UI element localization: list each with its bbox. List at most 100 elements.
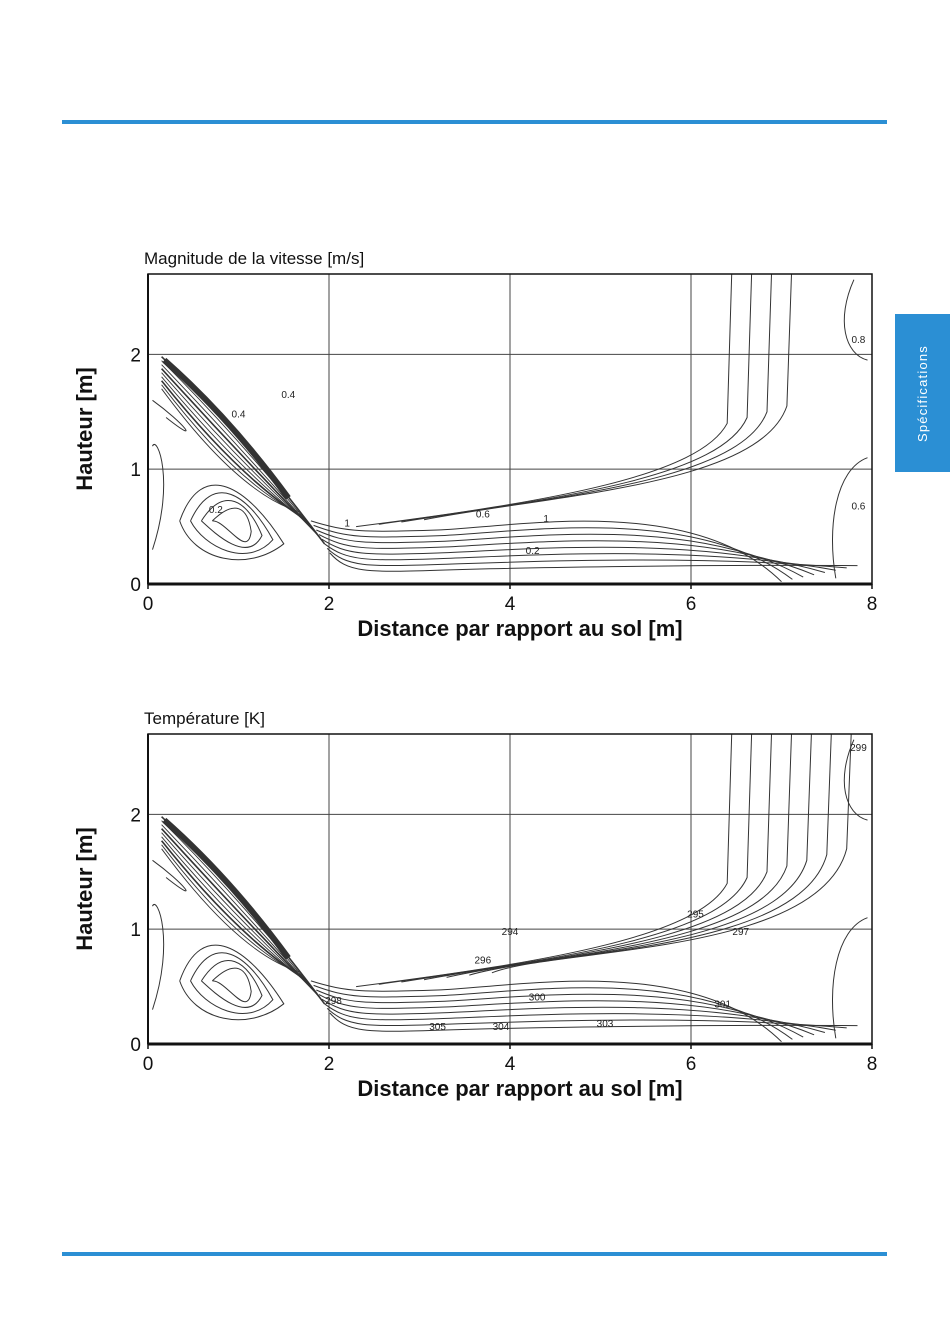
- y-tick-label: 2: [130, 805, 141, 826]
- x-tick-label: 8: [867, 1054, 878, 1075]
- contour-label: 0.8: [851, 335, 865, 346]
- x-tick-label: 0: [143, 594, 154, 615]
- chart-title: Magnitude de la vitesse [m/s]: [144, 249, 364, 268]
- contour-label: 303: [597, 1019, 614, 1030]
- contour-line: [179, 484, 285, 561]
- contour-label: 295: [687, 910, 704, 921]
- contour-label: 298: [325, 996, 342, 1007]
- contour-line: [313, 984, 793, 1040]
- y-tick-label: 2: [130, 345, 141, 366]
- contour-line: [162, 817, 291, 960]
- x-tick-label: 2: [324, 1054, 335, 1075]
- contour-line: [161, 828, 316, 993]
- section-side-tab-label: Spécifications: [915, 344, 931, 442]
- x-tick-label: 8: [867, 594, 878, 615]
- contour-line: [491, 733, 852, 974]
- contour-line: [401, 273, 772, 523]
- contour-label: 0.6: [476, 509, 490, 520]
- contour-line: [152, 444, 165, 550]
- contour-line: [162, 357, 291, 500]
- top-rule: [62, 120, 887, 124]
- contour-label: 0.2: [209, 505, 223, 516]
- contour-label: 1: [543, 514, 549, 525]
- contour-line: [446, 733, 812, 978]
- contour-line: [152, 399, 187, 432]
- contour-line: [832, 917, 868, 1039]
- bottom-rule: [62, 1252, 887, 1256]
- contour-lines: [152, 273, 868, 583]
- x-tick-label: 6: [686, 594, 697, 615]
- contour-label: 0.4: [281, 390, 295, 401]
- contour-label: 299: [850, 743, 867, 754]
- contour-line: [318, 994, 815, 1036]
- y-tick-label: 1: [130, 920, 141, 941]
- contour-line: [832, 457, 868, 579]
- contour-lines: [152, 733, 868, 1043]
- x-axis-label: Distance par rapport au sol [m]: [357, 1076, 682, 1101]
- contour-line: [423, 733, 792, 981]
- contour-line: [316, 529, 804, 578]
- contour-line: [161, 848, 300, 973]
- y-tick-label: 0: [130, 1035, 141, 1056]
- contour-line: [161, 388, 300, 513]
- y-axis-label: Hauteur [m]: [72, 827, 97, 950]
- y-axis-label: Hauteur [m]: [72, 367, 97, 490]
- x-tick-label: 6: [686, 1054, 697, 1075]
- y-tick-label: 1: [130, 460, 141, 481]
- contour-label: 0.4: [232, 410, 246, 421]
- contour-line: [152, 859, 187, 892]
- contour-line: [200, 960, 263, 1008]
- contour-line: [326, 1008, 847, 1029]
- contour-line: [200, 500, 263, 548]
- contour-label: 305: [429, 1022, 446, 1033]
- contour-line: [310, 980, 782, 1043]
- x-tick-label: 0: [143, 1054, 154, 1075]
- contour-line: [356, 733, 733, 988]
- section-side-tab[interactable]: Spécifications: [895, 314, 950, 472]
- chart-title: Température [K]: [144, 709, 265, 728]
- x-axis-label: Distance par rapport au sol [m]: [357, 616, 682, 641]
- contour-label: 0.2: [526, 546, 540, 557]
- y-tick-label: 0: [130, 575, 141, 596]
- contour-label: 1: [344, 519, 350, 530]
- velocity-chart: Magnitude de la vitesse [m/s] 0.2 0.4 0.6 1 0…: [62, 238, 892, 658]
- contour-line: [321, 538, 826, 573]
- contour-line: [310, 520, 782, 583]
- temperature-chart: Température [K] 294 295 296 297 298 299 300 301 3…: [62, 698, 892, 1118]
- contour-line: [378, 273, 753, 525]
- contour-line: [329, 552, 858, 572]
- contour-line: [211, 507, 252, 543]
- contour-line: [316, 989, 804, 1038]
- contour-line: [423, 273, 792, 521]
- contour-label: 300: [529, 992, 546, 1003]
- contour-label: 296: [475, 956, 492, 967]
- contour-line: [356, 273, 733, 528]
- contour-line: [843, 739, 868, 821]
- contour-label: 301: [714, 999, 731, 1010]
- contour-line: [326, 548, 847, 569]
- contour-line: [469, 733, 832, 976]
- x-tick-label: 2: [324, 594, 335, 615]
- contour-line: [313, 524, 793, 580]
- contour-line: [324, 543, 836, 571]
- x-tick-label: 4: [505, 594, 516, 615]
- contour-line: [190, 492, 274, 554]
- velocity-chart-svg: Magnitude de la vitesse [m/s] 0.2 0.4 0.6 1 0…: [72, 249, 878, 641]
- contour-label: 304: [493, 1022, 510, 1033]
- contour-line: [318, 534, 815, 576]
- contour-line: [324, 1003, 836, 1031]
- contour-line: [321, 998, 826, 1033]
- contour-line: [152, 904, 165, 1010]
- contour-line: [378, 733, 753, 985]
- contour-line: [190, 952, 274, 1014]
- temperature-chart-svg: Température [K] 294 295 296 297 298 299 300 301 3…: [72, 709, 878, 1101]
- contour-line: [401, 733, 772, 983]
- contour-label: 0.6: [851, 501, 865, 512]
- contour-line: [179, 944, 285, 1021]
- contour-line: [329, 1012, 858, 1032]
- contour-label: 297: [732, 927, 749, 938]
- contour-line: [843, 279, 868, 361]
- contour-label: 294: [502, 927, 519, 938]
- x-tick-label: 4: [505, 1054, 516, 1075]
- contour-line: [211, 967, 252, 1003]
